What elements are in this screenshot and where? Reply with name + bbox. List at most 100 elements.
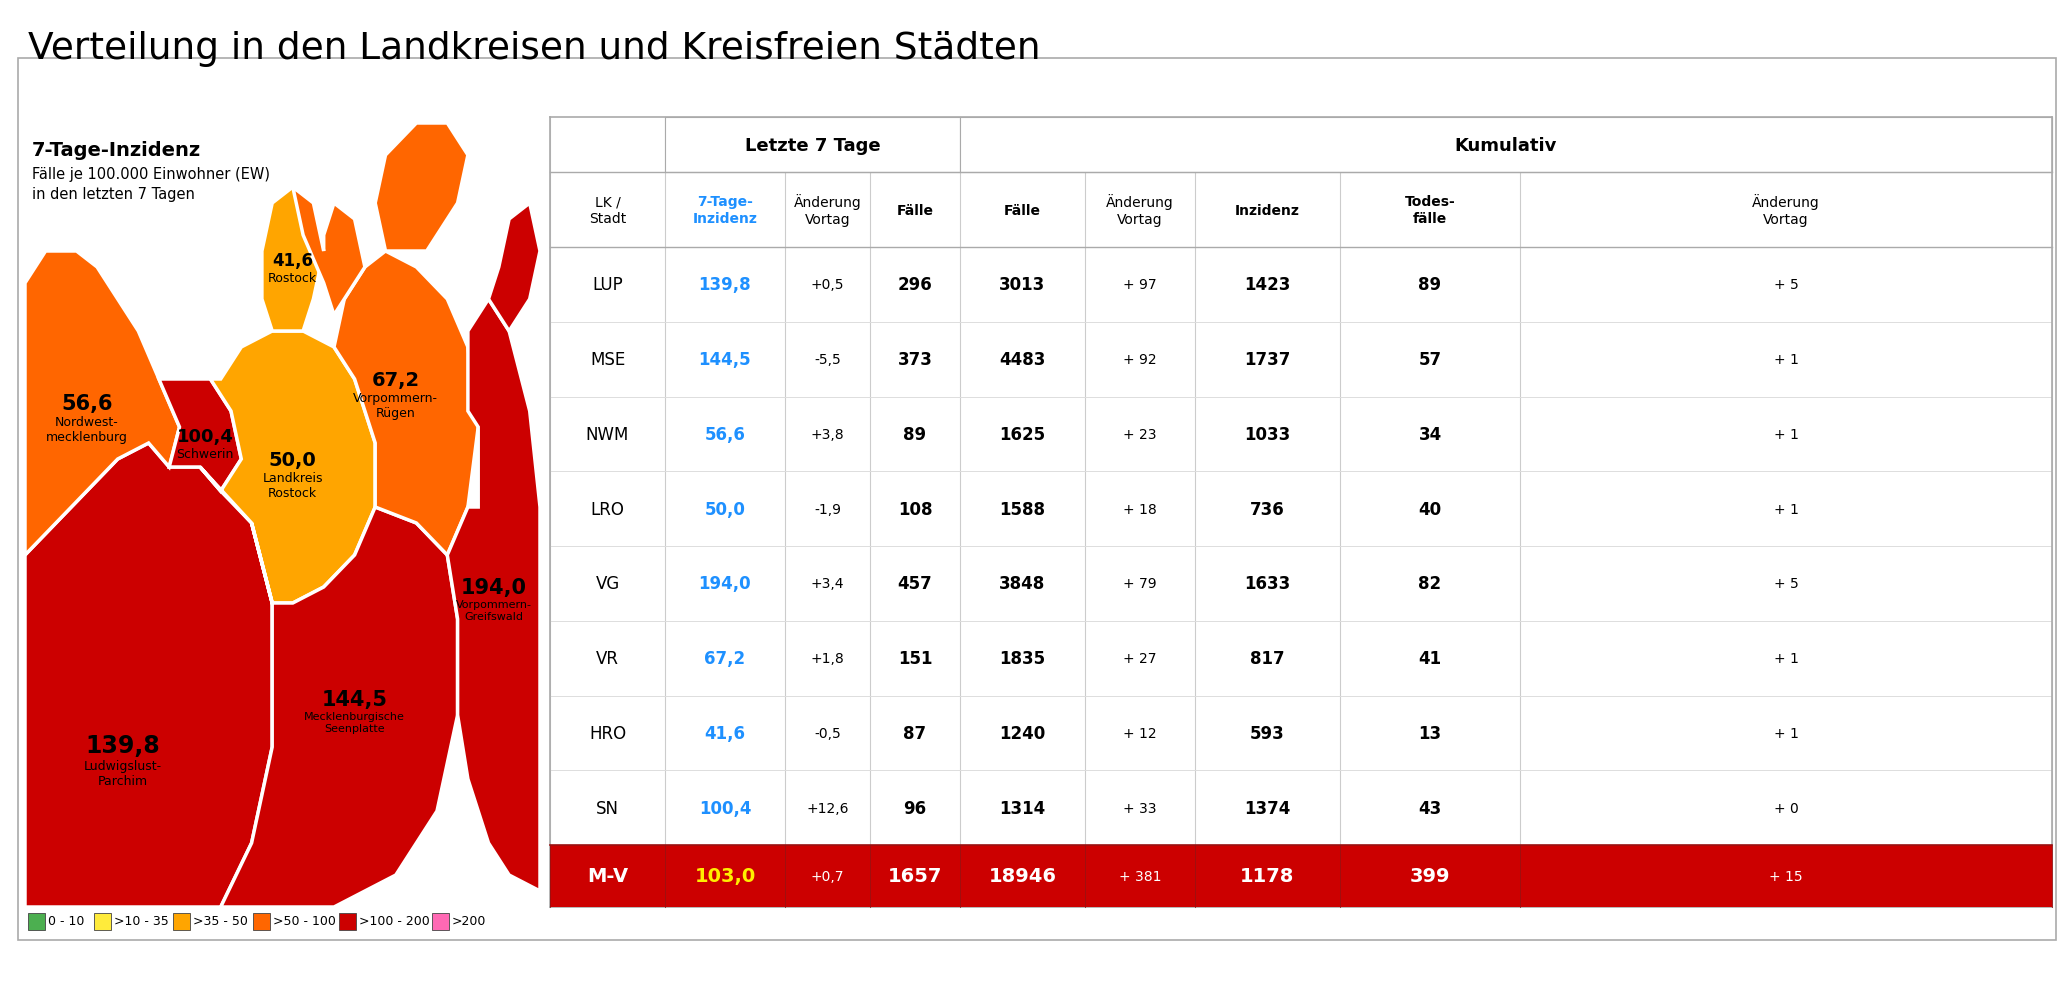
Bar <box>431 913 450 930</box>
Text: 56,6: 56,6 <box>704 426 746 444</box>
Text: >100 - 200: >100 - 200 <box>358 915 429 928</box>
Text: 373: 373 <box>897 351 932 369</box>
Text: LRO: LRO <box>591 500 624 518</box>
Bar <box>253 913 269 930</box>
Text: 43: 43 <box>1419 799 1442 817</box>
Text: + 0: + 0 <box>1774 801 1798 815</box>
Text: 296: 296 <box>897 277 932 294</box>
Text: +0,5: +0,5 <box>810 279 843 293</box>
Text: 100,4: 100,4 <box>698 799 752 817</box>
Text: >50 - 100: >50 - 100 <box>274 915 336 928</box>
Text: 87: 87 <box>903 724 926 742</box>
Text: Vorpommern-
Greifswald: Vorpommern- Greifswald <box>456 599 533 621</box>
Text: 1625: 1625 <box>999 426 1046 444</box>
Text: 144,5: 144,5 <box>698 351 752 369</box>
Text: 1178: 1178 <box>1241 867 1295 886</box>
Text: + 18: + 18 <box>1123 502 1156 516</box>
Text: 194,0: 194,0 <box>460 577 526 597</box>
Text: 108: 108 <box>897 500 932 518</box>
Text: 3848: 3848 <box>999 575 1046 593</box>
Text: +3,4: +3,4 <box>810 577 843 591</box>
Text: 457: 457 <box>897 575 932 593</box>
Text: 89: 89 <box>1419 277 1442 294</box>
Bar <box>93 913 110 930</box>
Text: 139,8: 139,8 <box>698 277 752 294</box>
Text: +12,6: +12,6 <box>806 801 850 815</box>
Text: SN: SN <box>597 799 620 817</box>
Text: + 1: + 1 <box>1774 502 1798 516</box>
Text: 41,6: 41,6 <box>704 724 746 742</box>
Text: 96: 96 <box>903 799 926 817</box>
Text: 4483: 4483 <box>999 351 1046 369</box>
Text: + 381: + 381 <box>1119 869 1160 883</box>
Text: 1835: 1835 <box>999 649 1046 667</box>
Text: Nordwest-
mecklenburg: Nordwest- mecklenburg <box>46 416 128 444</box>
Text: +3,8: +3,8 <box>810 428 843 442</box>
Text: 57: 57 <box>1419 351 1442 369</box>
Text: 0 - 10: 0 - 10 <box>48 915 85 928</box>
Bar <box>959 118 2051 172</box>
Text: in den letzten 7 Tagen: in den letzten 7 Tagen <box>31 186 195 201</box>
Text: + 97: + 97 <box>1123 279 1156 293</box>
Text: Inzidenz: Inzidenz <box>1235 203 1299 217</box>
Text: Fälle je 100.000 Einwohner (EW): Fälle je 100.000 Einwohner (EW) <box>31 167 269 181</box>
Text: + 33: + 33 <box>1123 801 1156 815</box>
Polygon shape <box>25 252 180 555</box>
Text: LUP: LUP <box>593 277 624 294</box>
Text: Vorpommern-
Rügen: Vorpommern- Rügen <box>354 392 439 420</box>
Text: + 23: + 23 <box>1123 428 1156 442</box>
Text: >200: >200 <box>452 915 487 928</box>
Text: MSE: MSE <box>591 351 626 369</box>
Text: Mecklenburgische
Seenplatte: Mecklenburgische Seenplatte <box>305 711 404 732</box>
Polygon shape <box>375 124 468 252</box>
Text: 34: 34 <box>1419 426 1442 444</box>
Text: 18946: 18946 <box>988 867 1057 886</box>
Polygon shape <box>448 300 541 891</box>
Bar <box>340 913 356 930</box>
Polygon shape <box>25 444 271 907</box>
Text: 82: 82 <box>1419 575 1442 593</box>
Text: 194,0: 194,0 <box>698 575 752 593</box>
Text: + 79: + 79 <box>1123 577 1156 591</box>
Text: Verteilung in den Landkreisen und Kreisfreien Städten: Verteilung in den Landkreisen und Kreisf… <box>29 31 1040 67</box>
Text: + 12: + 12 <box>1123 726 1156 740</box>
Text: 817: 817 <box>1249 649 1285 667</box>
Text: 1423: 1423 <box>1245 277 1291 294</box>
Text: + 5: + 5 <box>1774 279 1798 293</box>
Text: 144,5: 144,5 <box>321 689 387 709</box>
Text: 1588: 1588 <box>999 500 1046 518</box>
Bar <box>29 913 46 930</box>
Text: 139,8: 139,8 <box>85 733 160 758</box>
Text: Änderung
Vortag: Änderung Vortag <box>1753 194 1819 226</box>
Text: >35 - 50: >35 - 50 <box>193 915 249 928</box>
Text: 7-Tage-
Inzidenz: 7-Tage- Inzidenz <box>692 195 758 225</box>
Text: 399: 399 <box>1409 867 1450 886</box>
Text: Kumulativ: Kumulativ <box>1455 136 1558 154</box>
Text: Änderung
Vortag: Änderung Vortag <box>794 194 862 226</box>
Text: + 1: + 1 <box>1774 353 1798 367</box>
Text: -5,5: -5,5 <box>814 353 841 367</box>
Text: Todes-
fälle: Todes- fälle <box>1405 195 1455 225</box>
Text: 7-Tage-Inzidenz: 7-Tage-Inzidenz <box>31 141 201 160</box>
Bar <box>549 845 2051 907</box>
Text: 41: 41 <box>1419 649 1442 667</box>
Text: 1033: 1033 <box>1245 426 1291 444</box>
Text: 13: 13 <box>1419 724 1442 742</box>
Text: 1374: 1374 <box>1245 799 1291 817</box>
Text: + 1: + 1 <box>1774 726 1798 740</box>
Text: 1314: 1314 <box>999 799 1046 817</box>
Text: 1737: 1737 <box>1245 351 1291 369</box>
Polygon shape <box>201 332 375 603</box>
Text: 89: 89 <box>903 426 926 444</box>
Text: Rostock: Rostock <box>267 272 317 285</box>
Text: + 1: + 1 <box>1774 651 1798 665</box>
Text: Landkreis
Rostock: Landkreis Rostock <box>263 472 323 500</box>
Text: 151: 151 <box>897 649 932 667</box>
Text: VR: VR <box>597 649 620 667</box>
Text: NWM: NWM <box>586 426 630 444</box>
Text: 50,0: 50,0 <box>704 500 746 518</box>
Text: Letzte 7 Tage: Letzte 7 Tage <box>744 136 881 154</box>
Polygon shape <box>222 507 458 907</box>
FancyBboxPatch shape <box>19 59 2055 940</box>
Text: 56,6: 56,6 <box>60 394 112 414</box>
